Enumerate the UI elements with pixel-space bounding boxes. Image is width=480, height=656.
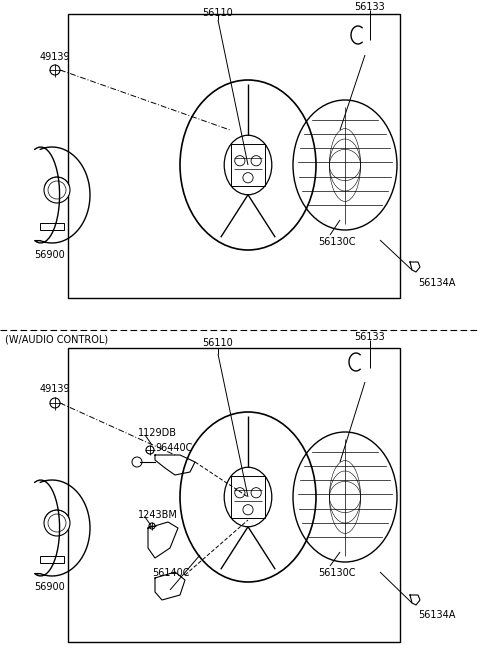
Bar bbox=[231, 476, 265, 518]
Text: 56110: 56110 bbox=[203, 338, 233, 348]
Text: 56133: 56133 bbox=[355, 332, 385, 342]
Circle shape bbox=[44, 510, 70, 536]
Text: 56900: 56900 bbox=[35, 582, 65, 592]
Text: 1129DB: 1129DB bbox=[138, 428, 177, 438]
Circle shape bbox=[44, 177, 70, 203]
Text: (W/AUDIO CONTROL): (W/AUDIO CONTROL) bbox=[5, 334, 108, 344]
Text: 56134A: 56134A bbox=[418, 610, 456, 620]
Circle shape bbox=[149, 523, 155, 529]
Bar bbox=[40, 223, 64, 230]
Text: 96440C: 96440C bbox=[155, 443, 192, 453]
Bar bbox=[68, 348, 400, 642]
Text: 56130C: 56130C bbox=[318, 568, 356, 578]
Bar bbox=[68, 14, 400, 298]
Text: 49139: 49139 bbox=[40, 52, 70, 62]
Text: 49139: 49139 bbox=[40, 384, 70, 394]
Text: 56134A: 56134A bbox=[418, 278, 456, 288]
Circle shape bbox=[50, 398, 60, 408]
Circle shape bbox=[50, 65, 60, 75]
Circle shape bbox=[235, 487, 245, 498]
Circle shape bbox=[243, 173, 253, 183]
Circle shape bbox=[251, 155, 261, 166]
Text: 56133: 56133 bbox=[355, 2, 385, 12]
Bar bbox=[40, 556, 64, 563]
Circle shape bbox=[251, 487, 261, 498]
Text: 56900: 56900 bbox=[35, 250, 65, 260]
Circle shape bbox=[132, 457, 142, 467]
Text: 1243BM: 1243BM bbox=[138, 510, 178, 520]
Text: 56140C: 56140C bbox=[152, 568, 190, 578]
Circle shape bbox=[146, 446, 154, 454]
Text: 56110: 56110 bbox=[203, 8, 233, 18]
Circle shape bbox=[243, 504, 253, 515]
Text: 56130C: 56130C bbox=[318, 237, 356, 247]
Bar bbox=[231, 144, 265, 186]
Circle shape bbox=[235, 155, 245, 166]
